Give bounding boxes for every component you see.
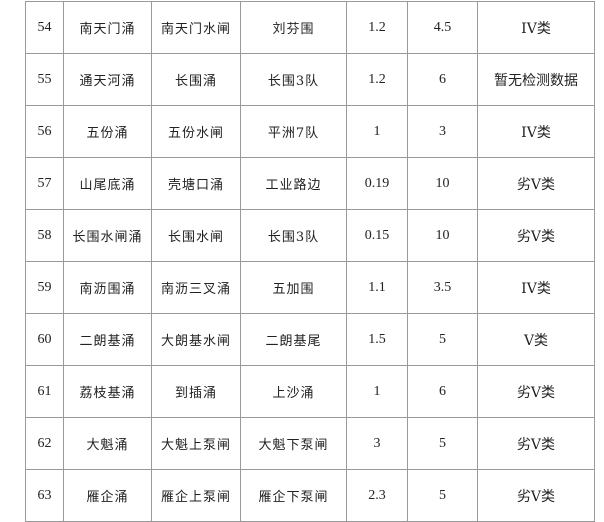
length-value-cell: 5 [407,313,478,366]
start-point-cell: 大朗基水闸 [151,313,241,366]
length-value-cell: 4.5 [407,1,478,54]
table-row: 63 雁企涌 雁企上泵闸 雁企下泵闸 2.3 5 劣V类 [25,469,595,522]
width-value-cell: 1.1 [346,261,408,314]
row-number-cell: 57 [25,157,64,210]
end-point-cell: 上沙涌 [240,365,347,418]
row-number-cell: 62 [25,417,64,470]
river-name-cell: 南天门涌 [63,1,152,54]
width-value-cell: 1.2 [346,1,408,54]
width-value-cell: 1 [346,105,408,158]
table-row: 56 五份涌 五份水闸 平洲7队 1 3 IV类 [25,105,595,158]
row-number-cell: 63 [25,469,64,522]
start-point-cell: 壳塘口涌 [151,157,241,210]
water-quality-cell: 劣V类 [477,157,595,210]
end-point-cell: 大魁下泵闸 [240,417,347,470]
width-value-cell: 3 [346,417,408,470]
river-name-cell: 雁企涌 [63,469,152,522]
row-number-cell: 60 [25,313,64,366]
width-value-cell: 0.15 [346,209,408,262]
table-row: 62 大魁涌 大魁上泵闸 大魁下泵闸 3 5 劣V类 [25,417,595,470]
water-quality-cell: IV类 [477,261,595,314]
water-quality-cell: 劣V类 [477,469,595,522]
length-value-cell: 3 [407,105,478,158]
width-value-cell: 0.19 [346,157,408,210]
row-number-cell: 54 [25,1,64,54]
row-number-cell: 56 [25,105,64,158]
water-quality-cell: IV类 [477,105,595,158]
river-name-cell: 大魁涌 [63,417,152,470]
end-point-cell: 工业路边 [240,157,347,210]
river-name-cell: 山尾底涌 [63,157,152,210]
row-number-cell: 58 [25,209,64,262]
river-name-cell: 荔枝基涌 [63,365,152,418]
start-point-cell: 五份水闸 [151,105,241,158]
row-number-cell: 61 [25,365,64,418]
end-point-cell: 平洲7队 [240,105,347,158]
end-point-cell: 长围3队 [240,209,347,262]
table-row: 61 荔枝基涌 到插涌 上沙涌 1 6 劣V类 [25,365,595,418]
table-row: 57 山尾底涌 壳塘口涌 工业路边 0.19 10 劣V类 [25,157,595,210]
river-name-cell: 五份涌 [63,105,152,158]
length-value-cell: 10 [407,209,478,262]
end-point-cell: 二朗基尾 [240,313,347,366]
water-quality-cell: 暂无检测数据 [477,53,595,106]
river-name-cell: 南沥围涌 [63,261,152,314]
water-quality-cell: 劣V类 [477,365,595,418]
length-value-cell: 10 [407,157,478,210]
length-value-cell: 6 [407,53,478,106]
start-point-cell: 雁企上泵闸 [151,469,241,522]
end-point-cell: 长围3队 [240,53,347,106]
length-value-cell: 3.5 [407,261,478,314]
river-name-cell: 通天河涌 [63,53,152,106]
length-value-cell: 6 [407,365,478,418]
end-point-cell: 五加围 [240,261,347,314]
river-table: 54 南天门涌 南天门水闸 刘芬围 1.2 4.5 IV类 55 通天河涌 长围涌 长围3队 1.2 6… [25,1,595,522]
start-point-cell: 长围涌 [151,53,241,106]
start-point-cell: 南天门水闸 [151,1,241,54]
table-row: 58 长围水闸涌 长围水闸 长围3队 0.15 10 劣V类 [25,209,595,262]
width-value-cell: 2.3 [346,469,408,522]
end-point-cell: 刘芬围 [240,1,347,54]
water-quality-cell: 劣V类 [477,417,595,470]
length-value-cell: 5 [407,469,478,522]
table-row: 54 南天门涌 南天门水闸 刘芬围 1.2 4.5 IV类 [25,1,595,54]
width-value-cell: 1.2 [346,53,408,106]
water-quality-cell: 劣V类 [477,209,595,262]
end-point-cell: 雁企下泵闸 [240,469,347,522]
row-number-cell: 55 [25,53,64,106]
start-point-cell: 到插涌 [151,365,241,418]
water-quality-cell: IV类 [477,1,595,54]
start-point-cell: 长围水闸 [151,209,241,262]
river-name-cell: 长围水闸涌 [63,209,152,262]
table-row: 60 二朗基涌 大朗基水闸 二朗基尾 1.5 5 V类 [25,313,595,366]
length-value-cell: 5 [407,417,478,470]
water-quality-cell: V类 [477,313,595,366]
table-row: 59 南沥围涌 南沥三叉涌 五加围 1.1 3.5 IV类 [25,261,595,314]
row-number-cell: 59 [25,261,64,314]
width-value-cell: 1 [346,365,408,418]
table-row: 55 通天河涌 长围涌 长围3队 1.2 6 暂无检测数据 [25,53,595,106]
start-point-cell: 南沥三叉涌 [151,261,241,314]
river-name-cell: 二朗基涌 [63,313,152,366]
width-value-cell: 1.5 [346,313,408,366]
start-point-cell: 大魁上泵闸 [151,417,241,470]
